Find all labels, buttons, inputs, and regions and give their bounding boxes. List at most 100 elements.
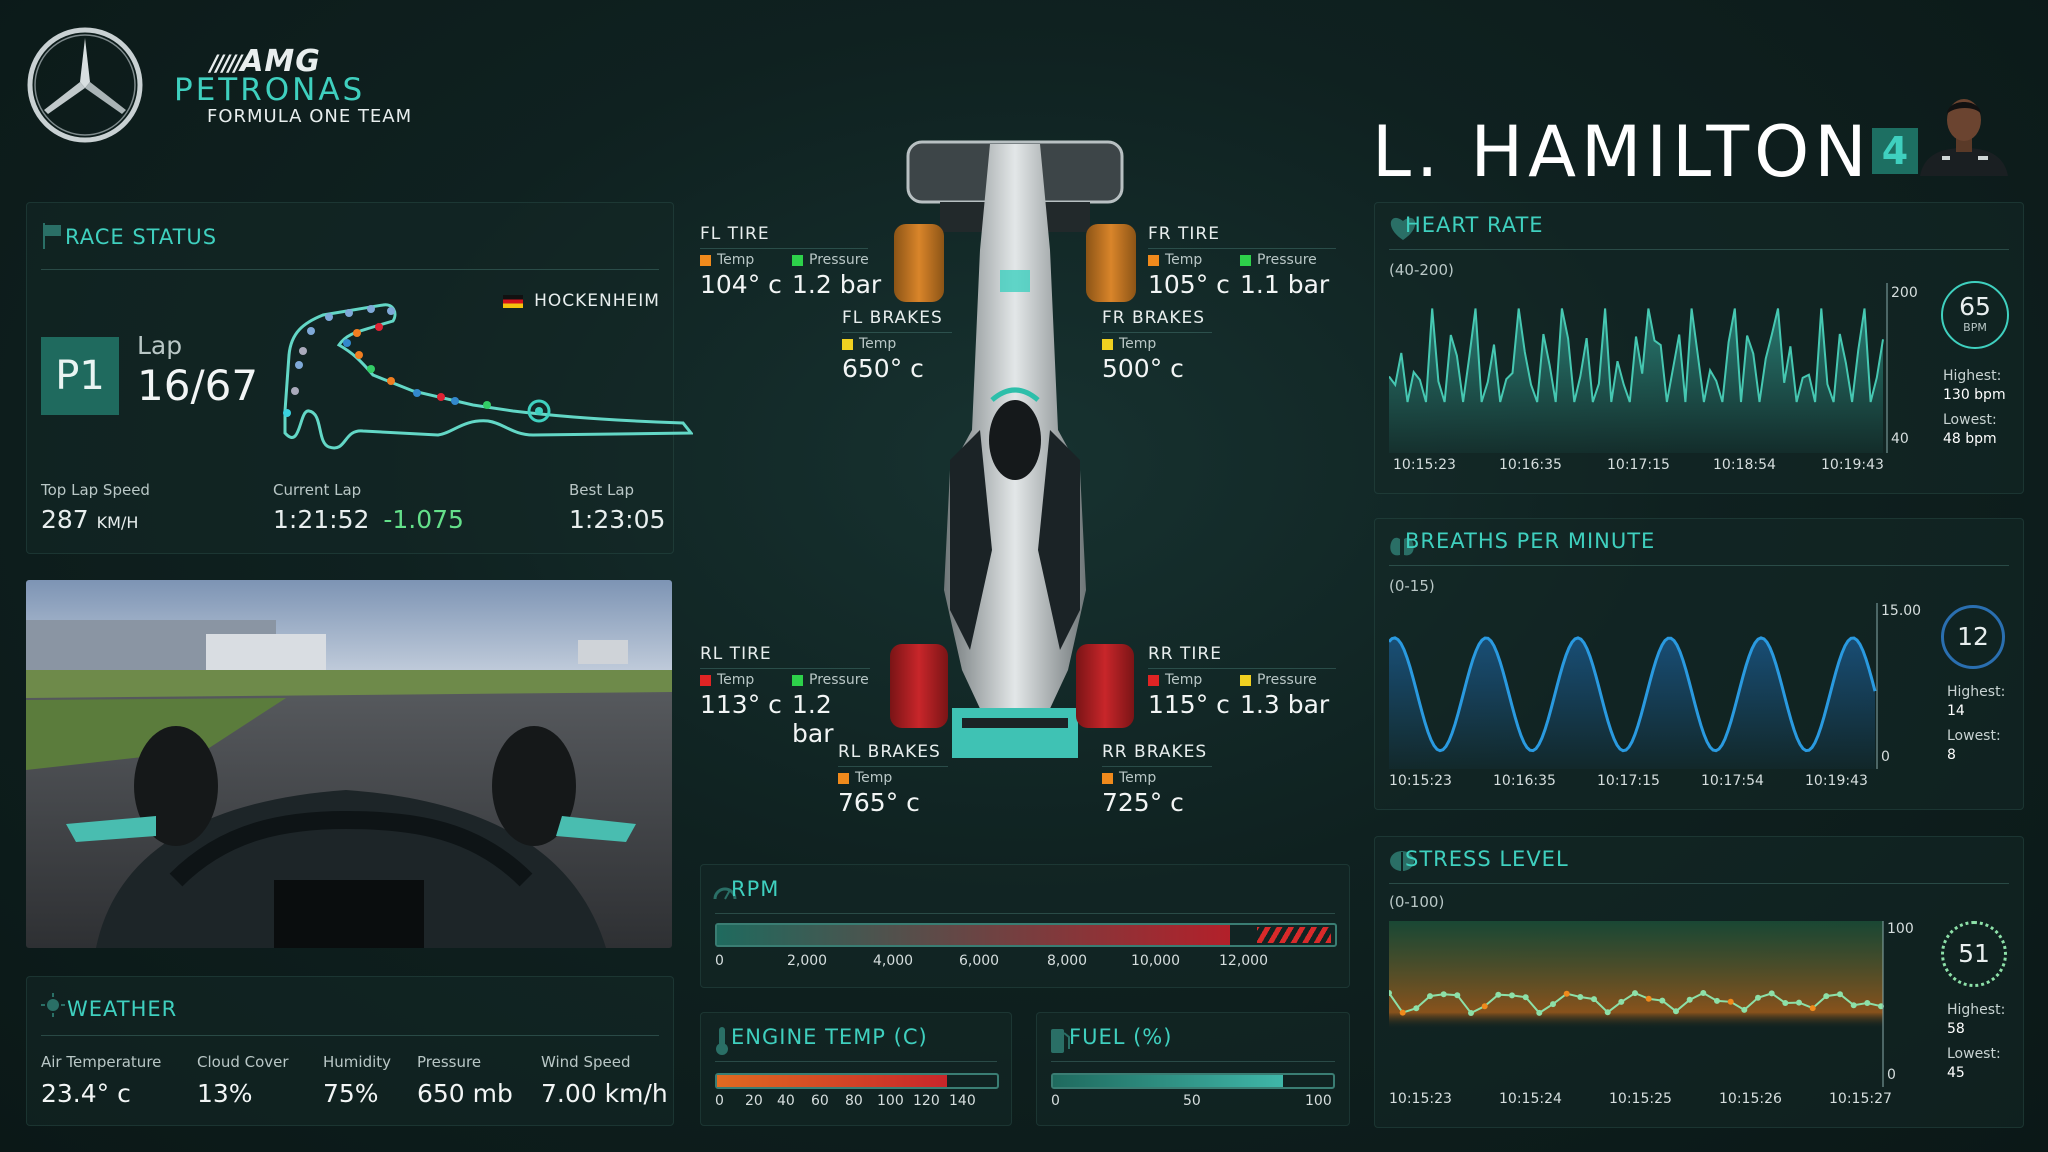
rl-tire-title: RL TIRE [700,644,772,664]
stress-point [1389,990,1392,996]
stress-point [1823,993,1830,1000]
rl-tire-temp: 113° c [700,690,782,719]
heart-rate-range: (40-200) [1389,261,1454,279]
gauge-icon [713,881,737,905]
stress-point [1714,997,1720,1004]
st-time-tick: 10:15:25 [1609,1091,1672,1107]
hr-axis-min: 40 [1891,431,1909,447]
breaths-chart [1389,603,1878,769]
fl-tire-pressure: 1.2 bar [792,270,882,299]
weather-panel: WEATHER Air Temperature 23.4° c Cloud Co… [26,976,674,1126]
driver-portrait [1912,84,2016,176]
fl-tire-stats: FL TIRE Temp Pressure 104° c 1.2 bar [700,224,882,299]
stress-point [1755,994,1761,1001]
stress-point [1837,991,1843,998]
stress-point [1782,1000,1789,1006]
breaths-title: BREATHS PER MINUTE [1405,529,1656,553]
stress-point [1686,996,1693,1003]
stress-point [1427,993,1433,1000]
st-time-tick: 10:15:27 [1829,1091,1892,1107]
stress-point [1796,999,1802,1006]
stress-point [1768,990,1775,997]
stress-panel: STRESS LEVEL (0-100) 100 0 10:15:23 10:1… [1374,836,2024,1128]
engine-temp-tick: 40 [777,1093,795,1109]
fuel-tick: 0 [1051,1093,1060,1109]
lap-delta: -1.075 [383,505,464,534]
fr-tire-pressure: 1.1 bar [1240,270,1330,299]
stress-point [1481,1003,1488,1010]
engine-temp-tick: 140 [949,1093,976,1109]
lap-counter: 16/67 [137,361,259,410]
rr-tire-title: RR TIRE [1148,644,1222,664]
onboard-camera-view[interactable] [26,580,672,948]
br-axis-max: 15.00 [1881,603,1922,619]
fl-tire-graphic [894,224,944,302]
rpm-tick: 8,000 [1047,953,1088,969]
engine-temp-tick: 20 [745,1093,763,1109]
engine-temp-bar-fill [717,1075,947,1087]
race-status-title: RACE STATUS [65,225,218,249]
weather-title: WEATHER [67,997,178,1021]
br-time-tick: 10:17:15 [1597,773,1660,789]
pressure-value: 650 mb [417,1079,513,1108]
fl-tire-title: FL TIRE [700,224,770,244]
rpm-tick: 10,000 [1131,953,1180,969]
br-time-tick: 10:19:43 [1805,773,1868,789]
fuel-title: FUEL (%) [1069,1025,1173,1049]
rr-tire-temp: 115° c [1148,690,1230,719]
hr-time-tick: 10:18:54 [1713,457,1776,473]
team-name: FORMULA ONE TEAM [207,106,413,127]
mercedes-star-logo [26,26,144,144]
stress-point [1468,1010,1474,1016]
car-top-view [880,130,1150,770]
rr-tire-graphic [1076,644,1134,728]
rpm-redline [1257,927,1331,943]
rl-brakes-temp: 765° c [838,788,920,817]
stress-point [1577,994,1584,1000]
engine-temp-tick: 100 [877,1093,904,1109]
stress-point [1727,998,1734,1005]
race-status-panel: RACE STATUS HOCKENHEIM P1 Lap 16/67 Top … [26,202,695,554]
hr-time-tick: 10:15:23 [1393,457,1456,473]
driver-number-badge: 4 [1872,128,1918,174]
rpm-tick: 12,000 [1219,953,1268,969]
current-lap-value: 1:21:52 -1.075 [273,505,464,534]
pressure-label: Pressure [417,1053,482,1071]
rpm-bar [715,923,1337,947]
stress-point [1809,1005,1816,1012]
rpm-tick: 2,000 [787,953,828,969]
hr-time-tick: 10:16:35 [1499,457,1562,473]
stress-point [1864,1000,1871,1006]
stress-point [1604,1009,1611,1016]
heart-icon [1389,215,1417,241]
rpm-tick: 6,000 [959,953,1000,969]
wind-speed-value: 7.00 km/h [541,1079,668,1108]
heart-rate-value: 65 [1959,292,1991,321]
stress-point [1440,991,1447,998]
engine-temp-tick: 0 [715,1093,724,1109]
fuel-tick: 100 [1305,1093,1332,1109]
rr-brakes-temp: 725° c [1102,788,1184,817]
thermometer-icon [715,1027,729,1055]
brain-icon [1389,849,1415,875]
stress-point [1536,1009,1543,1016]
fuel-bar-fill [1053,1075,1283,1087]
rl-tire-stats: RL TIRE Temp Pressure 113° c 1.2 bar [700,644,880,748]
st-time-tick: 10:15:23 [1389,1091,1452,1107]
rpm-tick: 0 [715,953,724,969]
br-time-tick: 10:15:23 [1389,773,1452,789]
stress-point [1850,1002,1857,1009]
fr-tire-title: FR TIRE [1148,224,1220,244]
lungs-icon [1389,531,1415,557]
heart-rate-gauge: 65 BPM [1941,281,2009,349]
stress-point [1563,990,1570,997]
stress-point [1522,994,1529,1001]
heart-rate-chart [1389,283,1888,453]
fr-tire-stats: FR TIRE Temp Pressure 105° c 1.1 bar [1148,224,1336,299]
top-speed-label: Top Lap Speed [41,481,150,499]
fr-brakes-stats: FR BRAKES Temp 500° c [1102,308,1212,383]
fl-tire-temp: 104° c [700,270,782,299]
br-time-tick: 10:17:54 [1701,773,1764,789]
stress-point [1700,990,1707,996]
amg-logo: /////AMG [210,44,321,79]
